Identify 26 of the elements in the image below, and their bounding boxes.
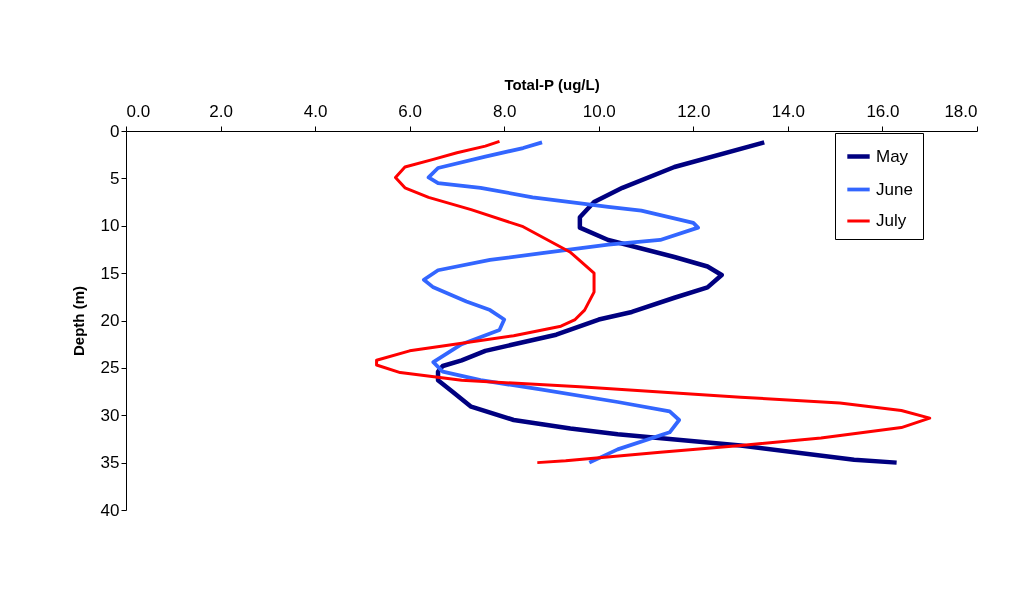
- line-series: [421, 140, 700, 465]
- legend-label: July: [876, 211, 907, 230]
- y-tick-label: 0: [110, 121, 120, 141]
- x-axis-title: Total-P (ug/L): [504, 75, 600, 93]
- legend-label: May: [876, 146, 909, 166]
- y-axis-title: Depth (m): [69, 286, 87, 356]
- y-tick-label: 25: [100, 358, 120, 378]
- y-tick-label: 30: [100, 405, 120, 425]
- y-tick-label: 10: [100, 216, 120, 236]
- x-tick-label: 16.0: [866, 101, 900, 121]
- y-tick-label: 20: [100, 311, 120, 330]
- y-tick-label: 5: [110, 168, 120, 188]
- x-tick-label: 14.0: [771, 101, 805, 121]
- y-tick-label: 40: [100, 500, 120, 520]
- line-series: [375, 139, 932, 465]
- x-tick-label: 18.0: [944, 101, 978, 121]
- x-tick-label: 8.0: [492, 101, 517, 121]
- legend-label: June: [876, 179, 913, 199]
- y-tick-label: 35: [100, 453, 120, 473]
- x-tick-label: 4.0: [303, 101, 328, 121]
- x-tick-label: 2.0: [209, 101, 233, 121]
- x-tick-label: 6.0: [398, 101, 422, 121]
- x-tick-label: 12.0: [677, 101, 711, 121]
- x-tick-label: 10.0: [582, 101, 616, 121]
- x-tick-label: 0.0: [126, 101, 151, 121]
- y-tick-label: 15: [100, 263, 120, 283]
